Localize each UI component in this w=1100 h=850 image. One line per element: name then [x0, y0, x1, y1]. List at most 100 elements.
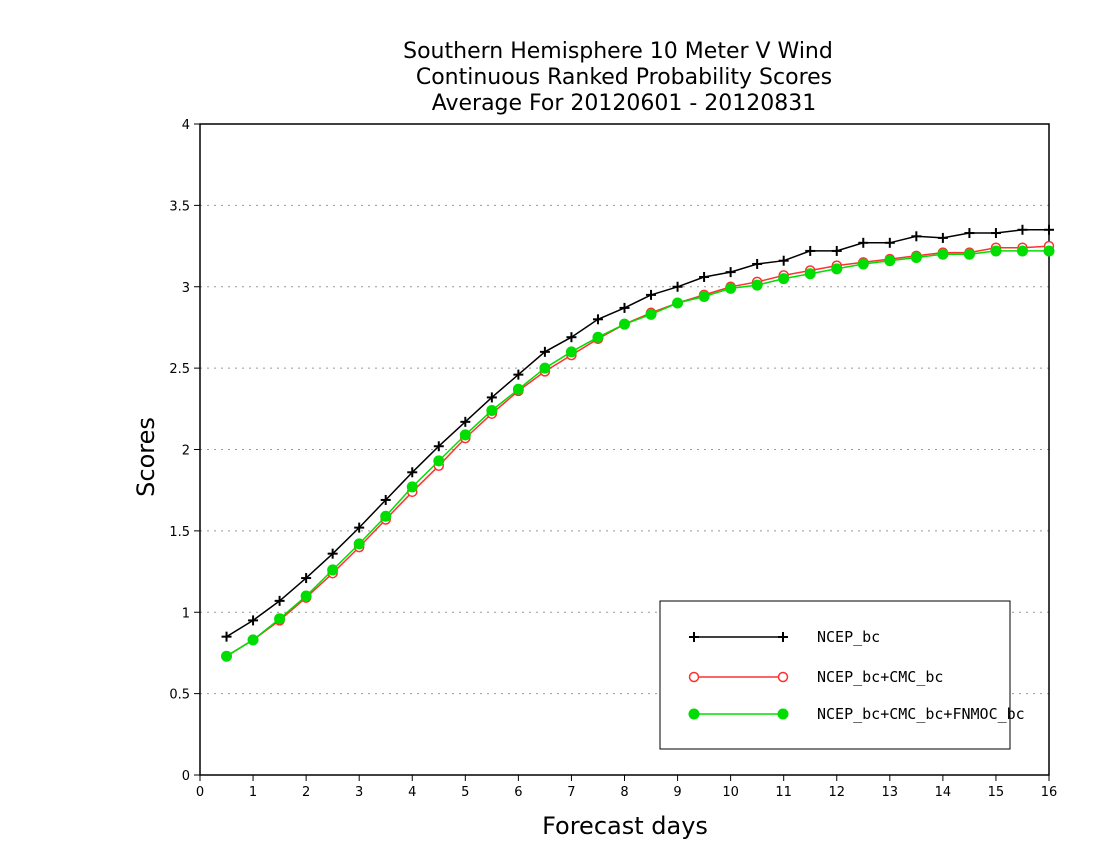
legend-label: NCEP_bc — [817, 628, 880, 646]
y-tick-label: 0 — [182, 769, 190, 784]
plus-marker — [486, 392, 497, 403]
plus-marker — [937, 232, 948, 243]
legend-item-1: NCEP_bc+CMC_bc — [688, 668, 943, 686]
chart-title: Southern Hemisphere 10 Meter V Wind Cont… — [403, 39, 833, 116]
series-0 — [221, 224, 1054, 642]
y-tick-label: 3 — [182, 281, 190, 296]
x-tick-label: 2 — [302, 785, 310, 800]
plus-marker — [884, 237, 895, 248]
plus-marker — [460, 416, 471, 427]
plus-marker — [221, 631, 232, 642]
plus-marker — [778, 632, 788, 642]
plus-marker — [831, 245, 842, 256]
series-line — [226, 245, 1050, 657]
filled-circle-marker — [831, 263, 843, 275]
plus-marker — [911, 231, 922, 242]
x-tick-label: 6 — [514, 785, 522, 800]
filled-circle-marker — [688, 708, 700, 720]
y-tick-label: 4 — [182, 118, 190, 133]
legend-label: NCEP_bc+CMC_bc+FNMOC_bc — [817, 705, 1025, 723]
x-axis-ticks: 0 1 2 3 4 5 6 7 8 9 10 11 12 13 14 15 16 — [196, 775, 1057, 800]
legend: NCEP_bc NCEP_bc+CMC_bc NCEP_bc+CMC_bc+FNMO… — [659, 600, 1025, 750]
filled-circle-marker — [990, 245, 1002, 257]
y-axis-label: Scores — [132, 417, 160, 497]
plus-marker — [752, 258, 763, 269]
filled-circle-marker — [486, 404, 498, 416]
x-tick-label: 0 — [196, 785, 204, 800]
filled-circle-marker — [1043, 245, 1055, 257]
plus-marker — [433, 441, 444, 452]
plus-marker — [592, 314, 603, 325]
filled-circle-marker — [353, 538, 365, 550]
open-circle-marker — [688, 671, 700, 683]
x-tick-label: 3 — [355, 785, 363, 800]
plus-marker — [380, 494, 391, 505]
plus-marker — [566, 332, 577, 343]
y-tick-label: 0.5 — [169, 688, 190, 703]
filled-circle-marker — [406, 481, 418, 493]
filled-circle-marker — [459, 429, 471, 441]
series-line — [226, 229, 1049, 638]
y-tick-label: 3.5 — [169, 199, 190, 214]
x-axis-label: Forecast days — [542, 812, 708, 840]
plus-marker — [689, 632, 699, 642]
filled-circle-marker — [672, 297, 684, 309]
plus-marker — [964, 228, 975, 239]
legend-item-0: NCEP_bc — [689, 628, 880, 646]
plus-marker — [858, 237, 869, 248]
filled-circle-marker — [698, 291, 710, 303]
y-tick-label: 2.5 — [169, 362, 190, 377]
filled-circle-marker — [274, 613, 286, 625]
plus-marker — [990, 228, 1001, 239]
x-tick-label: 5 — [461, 785, 469, 800]
plus-marker — [407, 467, 418, 478]
y-tick-label: 1 — [182, 606, 190, 621]
plus-marker — [725, 267, 736, 278]
filled-circle-marker — [777, 708, 789, 720]
x-tick-label: 7 — [567, 785, 575, 800]
filled-circle-marker — [725, 282, 737, 294]
filled-circle-marker — [1016, 245, 1028, 257]
filled-circle-marker — [512, 383, 524, 395]
data-series — [221, 224, 1055, 662]
x-tick-label: 4 — [408, 785, 416, 800]
plus-marker — [1017, 224, 1028, 235]
filled-circle-marker — [884, 255, 896, 267]
filled-circle-marker — [937, 248, 949, 260]
plus-marker — [513, 369, 524, 380]
filled-circle-marker — [619, 318, 630, 330]
legend-label: NCEP_bc+CMC_bc — [817, 668, 943, 686]
filled-circle-marker — [592, 331, 604, 343]
open-circle-marker — [777, 671, 789, 683]
plus-marker — [301, 573, 312, 584]
series-1 — [221, 240, 1055, 662]
y-tick-label: 1.5 — [169, 525, 190, 540]
filled-circle-marker — [380, 510, 392, 522]
x-tick-label: 16 — [1041, 785, 1058, 800]
filled-circle-marker — [910, 251, 922, 263]
y-tick-label: 2 — [182, 444, 190, 459]
filled-circle-marker — [300, 590, 312, 602]
x-tick-label: 12 — [828, 785, 845, 800]
plus-marker — [354, 522, 365, 533]
x-tick-label: 9 — [673, 785, 681, 800]
x-tick-label: 10 — [722, 785, 739, 800]
x-tick-label: 13 — [882, 785, 899, 800]
chart-title-line-3: Average For 20120601 - 20120831 — [432, 91, 817, 116]
y-axis-ticks: 0 0.5 1 1.5 2 2.5 3 3.5 4 — [169, 118, 200, 784]
x-tick-label: 14 — [935, 785, 952, 800]
chart-title-line-2: Continuous Ranked Probability Scores — [416, 65, 832, 90]
filled-circle-marker — [433, 455, 445, 467]
plus-marker — [699, 271, 710, 282]
plus-marker — [619, 302, 630, 313]
plus-marker — [274, 595, 285, 606]
filled-circle-marker — [565, 346, 577, 358]
plus-marker — [672, 281, 683, 292]
x-tick-label: 15 — [988, 785, 1005, 800]
plus-marker — [248, 615, 259, 626]
filled-circle-marker — [804, 268, 816, 280]
filled-circle-marker — [645, 308, 657, 320]
legend-item-2: NCEP_bc+CMC_bc+FNMOC_bc — [688, 705, 1025, 723]
filled-circle-marker — [539, 362, 551, 374]
